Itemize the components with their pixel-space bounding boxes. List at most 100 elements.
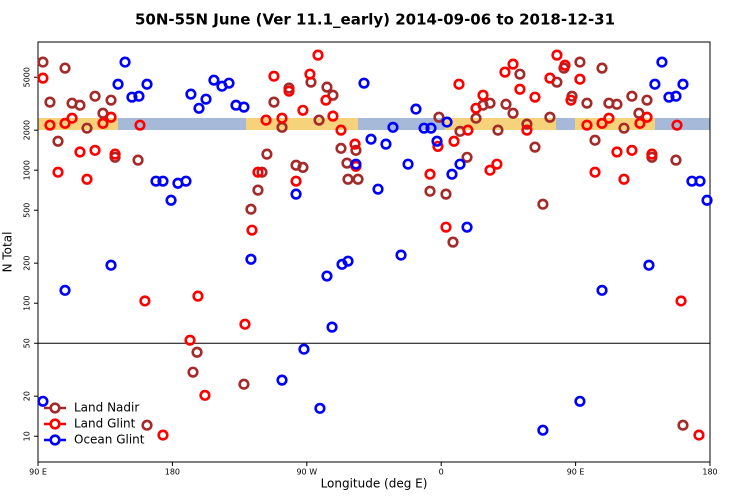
- point: [618, 173, 630, 185]
- point: [461, 221, 473, 233]
- point: [574, 56, 586, 68]
- point: [314, 402, 326, 414]
- point: [693, 429, 705, 441]
- point: [544, 72, 556, 84]
- point: [529, 91, 541, 103]
- point: [649, 78, 661, 90]
- point: [574, 73, 586, 85]
- point: [521, 124, 533, 136]
- point: [544, 111, 556, 123]
- point: [440, 188, 452, 200]
- point: [425, 122, 437, 134]
- point: [97, 117, 109, 129]
- point: [402, 158, 414, 170]
- point: [342, 173, 354, 185]
- point: [701, 194, 713, 206]
- point: [634, 117, 646, 129]
- y-tick-label: 100: [23, 296, 32, 311]
- y-tick-label: 20: [23, 391, 32, 401]
- point: [596, 117, 608, 129]
- point: [663, 91, 675, 103]
- legend-label: Land Nadir: [74, 401, 139, 415]
- point: [59, 284, 71, 296]
- point: [484, 164, 496, 176]
- y-tick-label: 1000: [23, 160, 32, 180]
- point: [431, 135, 443, 147]
- point: [514, 83, 526, 95]
- point: [335, 142, 347, 154]
- point: [320, 94, 332, 106]
- point: [132, 154, 144, 166]
- point: [141, 419, 153, 431]
- legend-marker: [49, 418, 61, 430]
- point: [238, 378, 250, 390]
- plot-frame: [37, 41, 711, 463]
- point: [105, 94, 117, 106]
- point: [643, 259, 655, 271]
- point: [89, 90, 101, 102]
- point: [268, 96, 280, 108]
- point: [239, 318, 251, 330]
- point: [200, 93, 212, 105]
- point: [321, 270, 333, 282]
- point: [283, 85, 295, 97]
- point: [484, 97, 496, 109]
- x-tick-label: 180: [702, 468, 717, 477]
- point: [671, 119, 683, 131]
- point: [447, 236, 459, 248]
- point: [492, 124, 504, 136]
- point: [677, 419, 689, 431]
- point: [276, 112, 288, 124]
- point: [37, 395, 49, 407]
- y-tick-label: 500: [23, 203, 32, 218]
- point: [276, 374, 288, 386]
- point: [441, 116, 453, 128]
- point: [191, 346, 203, 358]
- point: [180, 175, 192, 187]
- y-tick-label: 5000: [23, 67, 32, 87]
- point: [589, 166, 601, 178]
- x-tick-label: 90 W: [296, 468, 317, 477]
- point: [66, 112, 78, 124]
- point: [141, 78, 153, 90]
- point: [52, 135, 64, 147]
- x-tick-label: 0: [439, 468, 444, 477]
- point: [185, 88, 197, 100]
- point: [641, 111, 653, 123]
- point: [327, 89, 339, 101]
- point: [252, 184, 264, 196]
- point: [380, 138, 392, 150]
- x-tick-label: 180: [165, 468, 180, 477]
- point: [313, 114, 325, 126]
- point: [157, 175, 169, 187]
- y-axis-label: N Total: [1, 232, 15, 273]
- point: [477, 89, 489, 101]
- x-axis-label: Longitude (deg E): [321, 477, 428, 491]
- point: [372, 183, 384, 195]
- point: [256, 166, 268, 178]
- point: [454, 158, 466, 170]
- point: [37, 56, 49, 68]
- point: [670, 90, 682, 102]
- legend-marker: [49, 434, 61, 446]
- point: [44, 96, 56, 108]
- point: [358, 77, 370, 89]
- point: [500, 98, 512, 110]
- point: [208, 74, 220, 86]
- point: [670, 154, 682, 166]
- point: [105, 111, 117, 123]
- point: [365, 133, 377, 145]
- point: [350, 158, 362, 170]
- point: [119, 56, 131, 68]
- point: [446, 168, 458, 180]
- point: [44, 119, 56, 131]
- point: [290, 188, 302, 200]
- point: [245, 203, 257, 215]
- point: [81, 122, 93, 134]
- point: [453, 78, 465, 90]
- point: [470, 102, 482, 114]
- point: [81, 173, 93, 185]
- point: [514, 68, 526, 80]
- point: [491, 158, 503, 170]
